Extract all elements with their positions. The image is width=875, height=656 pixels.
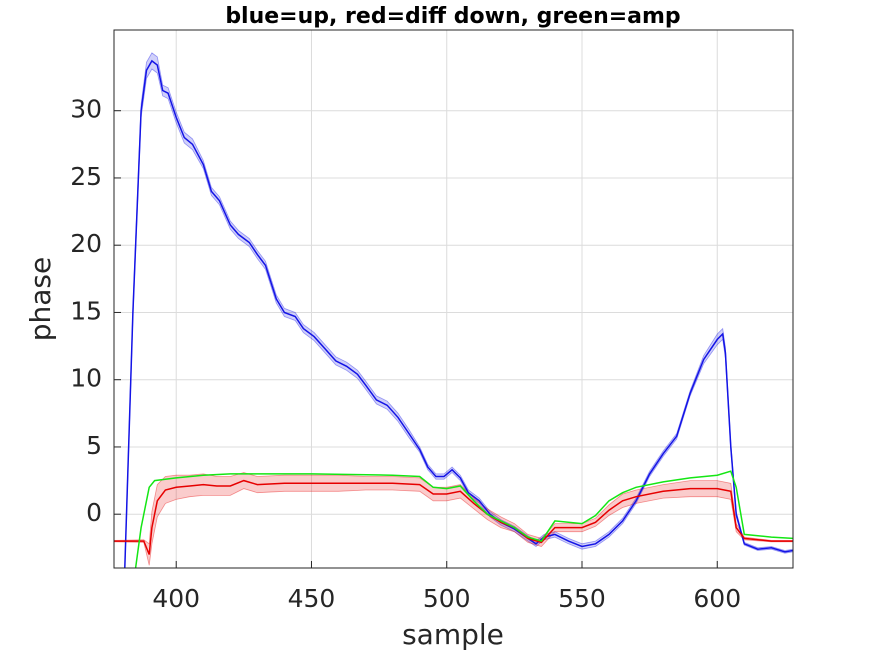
error-band bbox=[114, 472, 793, 566]
y-tick-label: 10 bbox=[70, 364, 102, 393]
y-tick-label: 20 bbox=[70, 229, 102, 258]
x-axis-label: sample bbox=[402, 618, 504, 651]
y-tick-label: 5 bbox=[86, 431, 102, 460]
axes-box bbox=[113, 29, 794, 569]
plot-area bbox=[114, 30, 793, 568]
x-tick-label: 500 bbox=[423, 584, 471, 613]
series-line bbox=[114, 479, 793, 555]
series-line bbox=[124, 59, 793, 568]
x-tick-label: 450 bbox=[288, 584, 336, 613]
grid bbox=[114, 30, 793, 568]
chart-title: blue=up, red=diff down, green=amp bbox=[225, 4, 680, 29]
data bbox=[114, 52, 793, 568]
y-tick-label: 25 bbox=[70, 162, 102, 191]
y-tick-label: 15 bbox=[70, 296, 102, 325]
labels: 400 450 500 550 600 0 5 10 15 20 25 30 bbox=[70, 95, 741, 613]
y-tick-label: 0 bbox=[86, 498, 102, 527]
x-tick-label: 600 bbox=[693, 584, 741, 613]
error-band bbox=[124, 52, 793, 568]
x-tick-label: 550 bbox=[558, 584, 606, 613]
y-tick-label: 30 bbox=[70, 95, 102, 124]
series-line bbox=[134, 470, 793, 568]
y-axis-label: phase bbox=[24, 257, 57, 342]
x-tick-label: 400 bbox=[152, 584, 200, 613]
